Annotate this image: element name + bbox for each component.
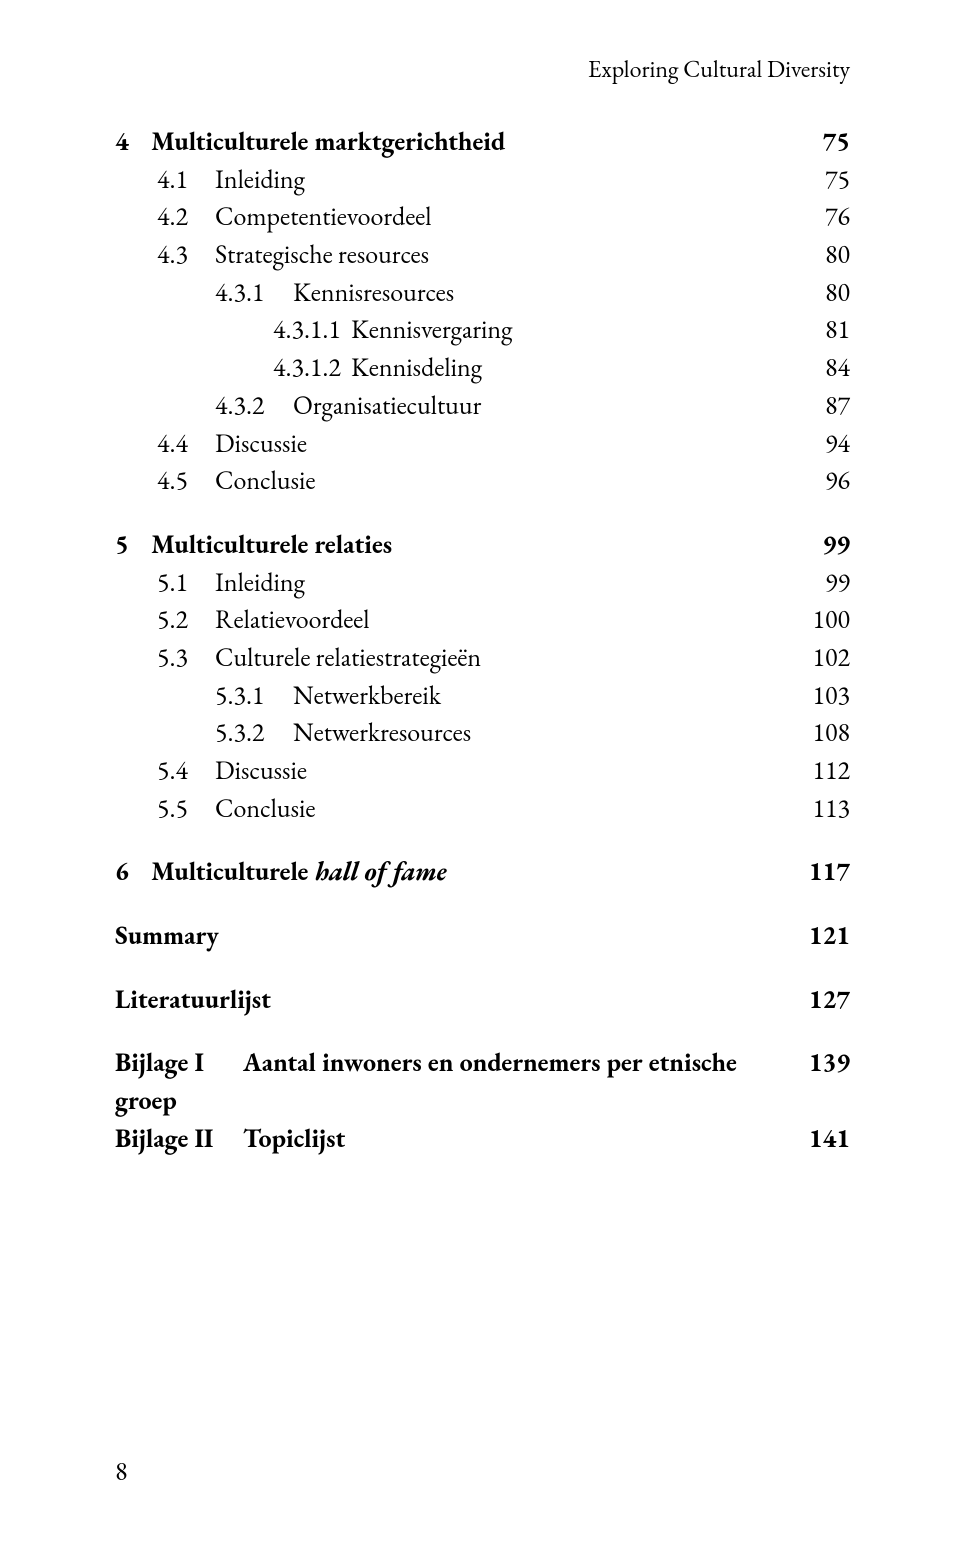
toc-entry: 5.4Discussie 112 — [115, 752, 850, 790]
toc-entry-number: 4.4 — [157, 425, 215, 463]
toc-entry: 4.3.1Kennisresources 80 — [115, 274, 850, 312]
toc-entry-title: Discussie — [215, 753, 307, 787]
toc-page-number: 102 — [790, 639, 850, 677]
toc-entry-number: 5.4 — [157, 752, 215, 790]
toc-entry-title: Inleiding — [215, 162, 305, 196]
toc-page-number: 112 — [790, 752, 850, 790]
toc-appendix-row: Bijlage IITopiclijst 141 — [115, 1120, 850, 1158]
toc-entry-number: 5.3 — [157, 639, 215, 677]
toc-entry: 5.3.2Netwerkresources 108 — [115, 714, 850, 752]
toc-entry-number: 4.3 — [157, 236, 215, 274]
toc-chapter-heading: 4 Multiculturele marktgerichtheid 75 — [115, 123, 850, 161]
toc-entry: 5.3Culturele relatiestrategieën 102 — [115, 639, 850, 677]
running-head: Exploring Cultural Diversity — [115, 54, 850, 85]
toc-entry-number: 5.3.1 — [215, 677, 293, 715]
toc-page-number: 108 — [790, 714, 850, 752]
toc-entry-title: Competentievoordeel — [215, 199, 431, 233]
toc-page-number: 141 — [790, 1120, 850, 1158]
toc-chapter: 5 Multiculturele relaties 99 5.1Inleidin… — [115, 526, 850, 828]
toc-page-number: 80 — [790, 274, 850, 312]
toc-entry-title: Kennisvergaring — [351, 312, 512, 346]
toc-entry-title: Kennisresources — [293, 275, 454, 309]
toc-appendices: Bijlage IAantal inwoners en ondernemers … — [115, 1044, 850, 1157]
table-of-contents: 4 Multiculturele marktgerichtheid 75 4.1… — [115, 123, 850, 1158]
toc-entry-number: 5.2 — [157, 601, 215, 639]
toc-page-number: 96 — [790, 462, 850, 500]
toc-entry: 4.1Inleiding 75 — [115, 161, 850, 199]
toc-entry-number: 5.3.2 — [215, 714, 293, 752]
toc-entry: 5.1Inleiding 99 — [115, 564, 850, 602]
toc-appendix-row: Bijlage IAantal inwoners en ondernemers … — [115, 1044, 850, 1119]
toc-entry-title: Netwerkresources — [293, 715, 471, 749]
toc-entry-number: 4.2 — [157, 198, 215, 236]
toc-entry-title: Culturele relatiestrategieën — [215, 640, 481, 674]
toc-entry-number: 4.3.1.1 — [273, 311, 351, 349]
toc-entry-title: Relatievoordeel — [215, 602, 370, 636]
toc-entry: 5.5Conclusie 113 — [115, 790, 850, 828]
toc-page-number: 113 — [790, 790, 850, 828]
toc-page-number: 75 — [790, 161, 850, 199]
toc-entry-title: Discussie — [215, 426, 307, 460]
toc-entry: 4.4Discussie 94 — [115, 425, 850, 463]
toc-page-number: 127 — [790, 981, 850, 1019]
toc-entry: 4.3.1.1Kennisvergaring 81 — [115, 311, 850, 349]
toc-chapter: 6 Multiculturele hall of fame 117 — [115, 853, 850, 891]
toc-page-number: 94 — [790, 425, 850, 463]
toc-entry: 4.3.2Organisatiecultuur 87 — [115, 387, 850, 425]
toc-page-number: 84 — [790, 349, 850, 387]
toc-entry: 5.2Relatievoordeel 100 — [115, 601, 850, 639]
toc-page-number: 99 — [790, 526, 850, 564]
page-number-footer: 8 — [115, 1454, 127, 1488]
toc-entry-number: 5.1 — [157, 564, 215, 602]
toc-page-number: 75 — [790, 123, 850, 161]
toc-page-number: 117 — [790, 853, 850, 891]
toc-entry: 4.3Strategische resources 80 — [115, 236, 850, 274]
toc-page-number: 99 — [790, 564, 850, 602]
toc-page-number: 87 — [790, 387, 850, 425]
toc-page-number: 81 — [790, 311, 850, 349]
toc-page-number: 139 — [790, 1044, 850, 1082]
toc-entry: 4.5Conclusie 96 — [115, 462, 850, 500]
toc-entry-title: Kennisdeling — [351, 350, 482, 384]
toc-page-number: 121 — [790, 917, 850, 955]
toc-entry-title: Netwerkbereik — [293, 678, 441, 712]
toc-chapter-heading: 6 Multiculturele hall of fame 117 — [115, 853, 850, 891]
toc-page-number: 103 — [790, 677, 850, 715]
toc-entry-number: 5.5 — [157, 790, 215, 828]
toc-page-number: 100 — [790, 601, 850, 639]
toc-entry-number: 4.3.2 — [215, 387, 293, 425]
toc-chapter-heading: 5 Multiculturele relaties 99 — [115, 526, 850, 564]
toc-page-number: 76 — [790, 198, 850, 236]
toc-entry-number: 4.3.1.2 — [273, 349, 351, 387]
toc-entry-title: Strategische resources — [215, 237, 429, 271]
toc-entry: 5.3.1Netwerkbereik 103 — [115, 677, 850, 715]
toc-entry-number: 4.5 — [157, 462, 215, 500]
toc-entry-title: Conclusie — [215, 463, 316, 497]
toc-page-number: 80 — [790, 236, 850, 274]
page-container: Exploring Cultural Diversity 4 Multicult… — [0, 0, 960, 1544]
toc-entry-title: Organisatiecultuur — [293, 388, 481, 422]
toc-entry: 4.2Competentievoordeel 76 — [115, 198, 850, 236]
toc-entry-title: Inleiding — [215, 565, 305, 599]
toc-standalone: Literatuurlijst 127 — [115, 981, 850, 1019]
toc-entry: 4.3.1.2Kennisdeling 84 — [115, 349, 850, 387]
toc-entry-title: Conclusie — [215, 791, 316, 825]
toc-standalone: Summary 121 — [115, 917, 850, 955]
toc-chapter: 4 Multiculturele marktgerichtheid 75 4.1… — [115, 123, 850, 500]
toc-entry-number: 4.1 — [157, 161, 215, 199]
toc-entry-number: 4.3.1 — [215, 274, 293, 312]
